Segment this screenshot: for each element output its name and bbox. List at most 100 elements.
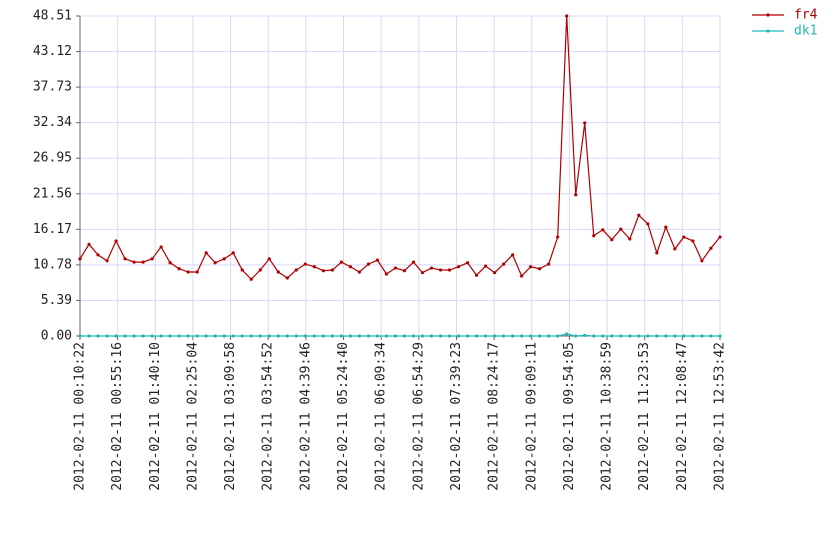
point-marker bbox=[384, 272, 389, 276]
point-marker bbox=[438, 334, 443, 338]
point-marker bbox=[231, 251, 235, 255]
point-marker bbox=[429, 334, 434, 338]
point-marker bbox=[384, 334, 389, 338]
point-marker bbox=[123, 257, 127, 261]
point-marker bbox=[150, 334, 154, 338]
point-marker bbox=[186, 270, 190, 274]
point-marker bbox=[682, 334, 686, 338]
x-tick-label: 2012-02-11 03:54:52 bbox=[261, 342, 276, 491]
x-tick-label: 2012-02-11 00:55:16 bbox=[110, 342, 125, 491]
point-marker bbox=[628, 237, 632, 241]
point-marker bbox=[502, 334, 506, 338]
point-marker bbox=[204, 334, 208, 338]
point-marker bbox=[637, 213, 641, 217]
point-marker bbox=[700, 259, 704, 263]
x-tick-label: 2012-02-11 01:40:10 bbox=[148, 342, 163, 491]
point-marker bbox=[303, 334, 307, 338]
point-marker bbox=[186, 334, 190, 338]
y-tick-label: 43.12 bbox=[33, 44, 72, 59]
point-marker bbox=[682, 235, 686, 239]
x-tick-label: 2012-02-11 10:38:59 bbox=[600, 342, 615, 491]
point-marker bbox=[105, 334, 109, 338]
point-marker bbox=[285, 276, 289, 280]
point-marker bbox=[402, 334, 407, 338]
point-marker bbox=[664, 225, 668, 229]
point-marker bbox=[601, 228, 605, 232]
point-marker bbox=[465, 261, 470, 265]
point-marker bbox=[258, 268, 262, 272]
point-marker bbox=[339, 334, 343, 338]
point-marker bbox=[420, 271, 425, 275]
point-marker bbox=[520, 334, 524, 338]
point-marker bbox=[339, 260, 343, 264]
point-marker bbox=[646, 222, 650, 226]
point-marker bbox=[321, 334, 325, 338]
point-marker bbox=[78, 257, 82, 261]
x-tick-label: 2012-02-11 03:09:58 bbox=[223, 342, 238, 491]
point-marker bbox=[330, 268, 334, 272]
point-marker bbox=[474, 334, 479, 338]
point-marker bbox=[691, 239, 695, 243]
point-marker bbox=[592, 234, 596, 238]
x-tick-label: 2012-02-11 12:08:47 bbox=[675, 342, 690, 491]
point-marker bbox=[222, 334, 226, 338]
x-tick-label: 2012-02-11 02:25:04 bbox=[185, 342, 200, 491]
y-tick-label: 21.56 bbox=[33, 186, 72, 201]
point-marker bbox=[87, 334, 91, 338]
point-marker bbox=[267, 257, 271, 261]
point-marker bbox=[610, 334, 614, 338]
point-marker bbox=[465, 334, 470, 338]
point-marker bbox=[231, 334, 235, 338]
point-marker bbox=[249, 334, 253, 338]
point-marker bbox=[375, 258, 380, 262]
point-marker bbox=[393, 266, 398, 270]
point-marker bbox=[619, 227, 623, 231]
x-tick-label: 2012-02-11 05:24:40 bbox=[336, 342, 351, 491]
point-marker bbox=[592, 334, 596, 338]
point-marker bbox=[574, 334, 578, 338]
y-tick-label: 26.95 bbox=[33, 151, 72, 166]
x-tick-label: 2012-02-11 04:39:46 bbox=[298, 342, 313, 491]
series-line bbox=[80, 333, 720, 337]
point-marker bbox=[565, 14, 569, 18]
point-marker bbox=[493, 271, 497, 275]
point-marker bbox=[375, 334, 380, 338]
x-tick-label: 2012-02-11 09:09:11 bbox=[524, 342, 539, 491]
legend-marker bbox=[766, 29, 770, 33]
point-marker bbox=[474, 273, 479, 277]
point-marker bbox=[240, 334, 244, 338]
legend-label: dk1 bbox=[794, 24, 817, 39]
point-marker bbox=[195, 270, 199, 274]
x-tick-label: 2012-02-11 12:53:42 bbox=[713, 342, 728, 491]
point-marker bbox=[294, 268, 298, 272]
y-tick-label: 0.00 bbox=[41, 329, 72, 344]
point-marker bbox=[583, 121, 587, 125]
point-marker bbox=[646, 334, 650, 338]
point-marker bbox=[222, 257, 226, 261]
point-marker bbox=[520, 274, 524, 278]
point-marker bbox=[511, 334, 515, 338]
point-marker bbox=[529, 265, 533, 269]
point-marker bbox=[141, 260, 145, 264]
point-marker bbox=[718, 235, 722, 239]
point-marker bbox=[357, 270, 362, 274]
x-tick-label: 2012-02-11 09:54:05 bbox=[562, 342, 577, 491]
point-marker bbox=[411, 334, 416, 338]
point-marker bbox=[195, 334, 199, 338]
point-marker bbox=[718, 334, 722, 338]
point-marker bbox=[610, 238, 614, 242]
point-marker bbox=[168, 261, 172, 265]
point-marker bbox=[402, 269, 407, 273]
x-tick-label: 2012-02-11 11:23:53 bbox=[637, 342, 652, 491]
point-marker bbox=[493, 334, 497, 338]
point-marker bbox=[691, 334, 695, 338]
point-marker bbox=[312, 334, 316, 338]
point-marker bbox=[655, 251, 659, 255]
point-marker bbox=[420, 334, 425, 338]
x-tick-label: 2012-02-11 06:09:34 bbox=[374, 342, 389, 491]
y-tick-label: 48.51 bbox=[33, 9, 72, 24]
point-marker bbox=[105, 259, 109, 263]
y-tick-label: 16.17 bbox=[33, 222, 72, 237]
